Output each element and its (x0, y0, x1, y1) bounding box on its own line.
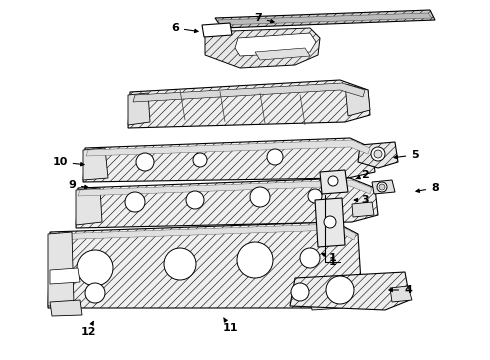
Polygon shape (218, 13, 432, 25)
Polygon shape (48, 222, 362, 308)
Polygon shape (310, 292, 342, 310)
Polygon shape (50, 224, 356, 240)
Polygon shape (128, 80, 370, 128)
Polygon shape (352, 202, 374, 217)
Text: 4: 4 (389, 285, 412, 295)
Polygon shape (235, 33, 316, 56)
Text: 6: 6 (171, 23, 198, 33)
Text: 3: 3 (354, 195, 369, 205)
Polygon shape (78, 180, 372, 196)
Circle shape (379, 184, 385, 190)
Circle shape (193, 153, 207, 167)
Circle shape (77, 250, 113, 286)
Polygon shape (50, 268, 80, 284)
Circle shape (326, 276, 354, 304)
Circle shape (300, 248, 320, 268)
Circle shape (308, 189, 322, 203)
Polygon shape (372, 180, 395, 194)
Text: 10: 10 (52, 157, 84, 167)
Circle shape (85, 283, 105, 303)
Circle shape (186, 191, 204, 209)
Text: 11: 11 (222, 318, 238, 333)
Polygon shape (320, 170, 348, 194)
Circle shape (237, 242, 273, 278)
Polygon shape (48, 232, 74, 306)
Circle shape (136, 153, 154, 171)
Text: 5: 5 (394, 150, 419, 160)
Text: 12: 12 (80, 321, 96, 337)
Text: 7: 7 (254, 13, 274, 23)
Polygon shape (215, 10, 435, 28)
Polygon shape (50, 300, 82, 316)
Circle shape (377, 182, 387, 192)
Circle shape (324, 216, 336, 228)
Circle shape (328, 176, 338, 186)
Polygon shape (83, 148, 108, 180)
Circle shape (267, 149, 283, 165)
Text: 9: 9 (68, 180, 88, 190)
Text: 1: 1 (329, 257, 337, 267)
Circle shape (125, 192, 145, 212)
Circle shape (291, 283, 309, 301)
Polygon shape (202, 23, 232, 37)
Polygon shape (128, 93, 150, 125)
Circle shape (250, 187, 270, 207)
Text: 8: 8 (416, 183, 439, 193)
Polygon shape (86, 140, 370, 156)
Polygon shape (76, 178, 378, 228)
Polygon shape (315, 198, 345, 247)
Polygon shape (390, 286, 412, 302)
Polygon shape (83, 138, 375, 182)
Polygon shape (345, 84, 370, 116)
Circle shape (371, 147, 385, 161)
Circle shape (164, 248, 196, 280)
Circle shape (374, 150, 382, 158)
Polygon shape (358, 142, 398, 168)
Text: 1: 1 (322, 253, 337, 263)
Polygon shape (205, 28, 320, 68)
Polygon shape (76, 188, 102, 225)
Text: 2: 2 (356, 170, 369, 180)
Polygon shape (133, 83, 365, 102)
Polygon shape (290, 272, 410, 310)
Polygon shape (255, 48, 310, 60)
